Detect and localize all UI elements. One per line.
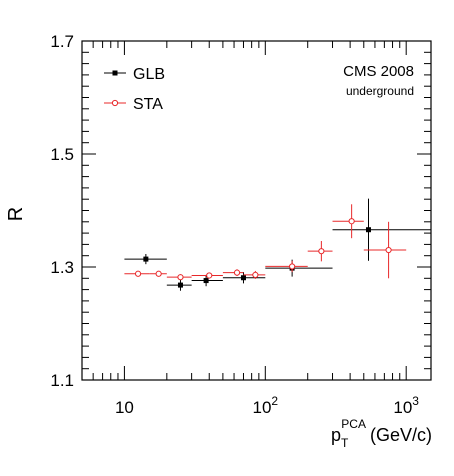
y-tick-label: 1.7 [50,32,74,51]
data-point [363,221,407,279]
data-point [307,241,333,262]
data-point [265,260,308,273]
y-axis-label: R [5,207,27,221]
data-point [222,269,244,277]
marker-circle [348,218,355,225]
data-marks [124,198,431,291]
marker-circle [206,272,213,279]
data-point [243,270,266,279]
x-axis-label-unit: (GeV/c) [370,425,432,445]
data-point [222,272,266,284]
data-point [166,274,192,281]
marker-square [365,227,371,233]
y-tick-label: 1.1 [50,371,74,390]
marker-circle [134,270,142,277]
data-point [124,270,150,277]
marker-circle [385,246,392,254]
legend-entry-glb: GLB [104,66,165,83]
x-axis-label-main: p [331,425,341,445]
marker-circle [233,269,241,276]
annotation-title: CMS 2008 [343,63,414,80]
legend-marker [112,70,118,76]
marker-circle [289,263,296,270]
data-point [191,272,223,279]
legend-label: STA [133,96,163,113]
x-tick-label: 102 [252,394,278,417]
data-point [191,274,223,287]
marker-square [240,275,246,281]
legend-entry-sta: STA [104,96,163,113]
axes-group: 1.1 1.3 1.5 1.7 10 102 103 [50,32,432,417]
x-axis-label: pT PCA (GeV/c) [331,417,432,450]
data-point [332,204,364,239]
x-tick-label: 103 [393,394,419,417]
data-point [166,279,192,291]
series-sta [124,204,407,281]
data-point [332,198,431,261]
legend-marker [111,99,119,107]
marker-circle [318,248,325,255]
y-tick-label: 1.3 [50,258,74,277]
legend-label: GLB [133,66,165,83]
marker-circle [252,271,259,279]
y-tick-label: 1.5 [50,145,74,164]
marker-square [143,256,149,262]
x-tick-label: 10 [115,398,134,417]
legend: GLB STA [104,66,165,113]
marker-square [203,278,209,284]
marker-circle [177,274,184,281]
marker-circle [155,270,162,277]
series-glb [124,198,431,291]
annotation-subtitle: underground [346,84,414,98]
data-point [265,259,333,277]
x-axis-label-sub: T [341,436,349,450]
marker-square [177,282,183,288]
data-point [149,270,167,277]
x-axis-label-sup: PCA [341,417,366,431]
data-point [124,254,167,265]
